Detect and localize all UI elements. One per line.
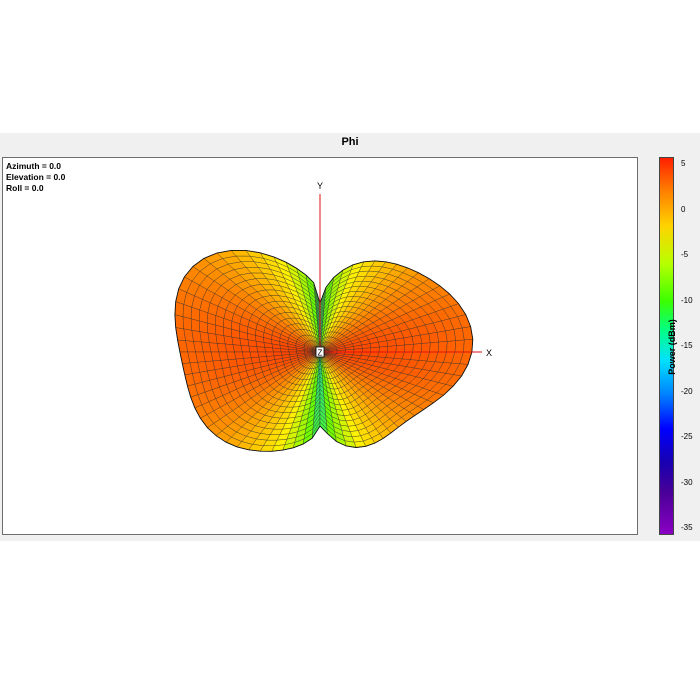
colorbar-tick: -5 — [681, 250, 689, 259]
radiation-pattern-3d[interactable]: Y X Z — [2, 157, 638, 535]
colorbar-tick: -15 — [681, 341, 693, 350]
colorbar-tick: -10 — [681, 295, 693, 305]
azimuth-readout: Azimuth = 0.0 — [6, 161, 62, 171]
colorbar-tick: -30 — [681, 477, 693, 487]
view-info: Azimuth = 0.0 Elevation = 0.0 Roll = 0.0 — [6, 161, 65, 194]
pattern-outline — [174, 249, 474, 452]
z-axis-marker — [315, 346, 325, 358]
x-axis-label: X — [486, 348, 492, 358]
pattern-mesh — [174, 250, 474, 452]
chart-title: Phi — [341, 136, 359, 148]
colorbar-tick: -25 — [681, 432, 693, 441]
colorbar — [659, 157, 674, 535]
z-axis-label: Z — [318, 349, 323, 358]
y-axis-label: Y — [317, 181, 323, 191]
elevation-readout: Elevation = 0.0 — [6, 172, 66, 182]
colorbar-tick: 0 — [681, 204, 686, 214]
colorbar-tick: 5 — [681, 159, 686, 168]
colorbar-tick: -35 — [681, 523, 693, 532]
colorbar-tick: -20 — [681, 386, 693, 396]
roll-readout: Roll = 0.0 — [6, 183, 44, 193]
